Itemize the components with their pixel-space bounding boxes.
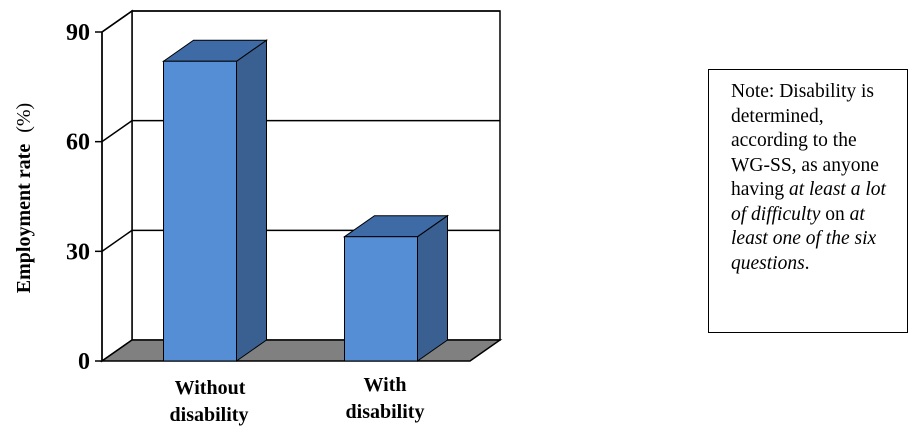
note-box: Note: Disability is determined, accordin… <box>708 69 908 333</box>
note-emphasis: at least a lot of difficulty <box>731 179 886 225</box>
note-text: Note: Disability is determined, accordin… <box>731 81 879 200</box>
note-text: on <box>820 203 850 225</box>
y-tick-label: 30 <box>66 239 90 265</box>
note-emphasis: at least one of the six questions <box>731 203 877 274</box>
bar <box>342 214 450 362</box>
note-text: . <box>804 252 810 274</box>
bars <box>161 39 450 362</box>
y-axis: 0 30 60 90 <box>66 20 103 375</box>
side-wall <box>101 9 133 363</box>
x-category-label: With disability <box>346 374 425 423</box>
y-axis-title-text: Employment rate <box>13 144 35 294</box>
y-axis-title-unit: (%) <box>13 103 35 133</box>
gridline-90 <box>101 10 500 33</box>
y-tick-label: 0 <box>78 349 90 375</box>
x-axis-labels: Without disability With disability <box>170 374 425 426</box>
bar-side <box>417 214 448 362</box>
y-tick-label: 60 <box>66 130 90 156</box>
y-tick-label: 90 <box>66 20 90 46</box>
x-category-label: Without disability <box>170 377 249 426</box>
y-axis-title: Employment rate (%) <box>13 103 35 293</box>
bar-front <box>163 60 237 362</box>
bar-side <box>236 39 267 362</box>
bar-front <box>344 236 418 362</box>
bar <box>161 39 269 362</box>
gridline-60 <box>101 119 500 143</box>
